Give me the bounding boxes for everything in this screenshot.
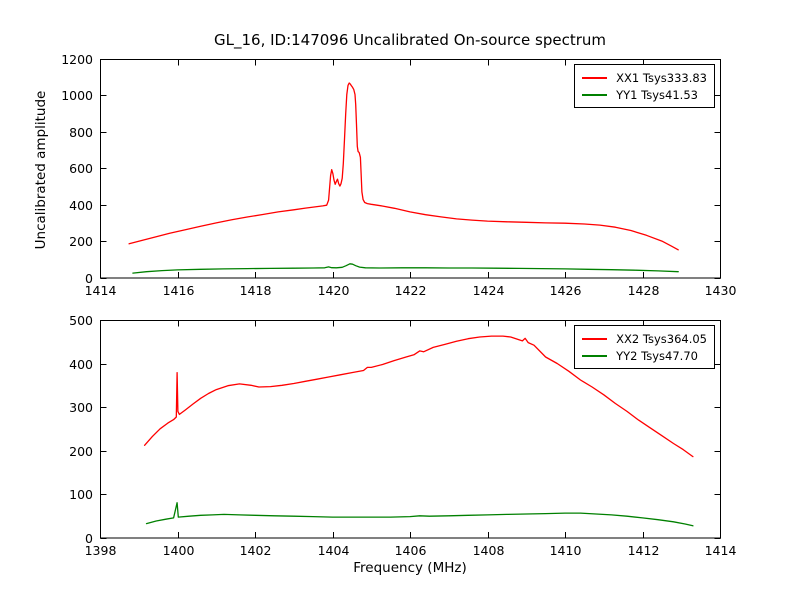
svg-text:1420: 1420 bbox=[318, 283, 350, 298]
svg-text:100: 100 bbox=[69, 487, 93, 502]
svg-text:1402: 1402 bbox=[240, 543, 272, 558]
svg-text:1404: 1404 bbox=[318, 543, 350, 558]
svg-text:200: 200 bbox=[69, 444, 93, 459]
svg-text:1000: 1000 bbox=[61, 88, 93, 103]
figure-title: GL_16, ID:147096 Uncalibrated On-source … bbox=[214, 31, 606, 49]
svg-text:1422: 1422 bbox=[395, 283, 427, 298]
legend-label-xx2: XX2 Tsys364.05 bbox=[616, 331, 707, 346]
svg-text:1200: 1200 bbox=[61, 52, 93, 67]
svg-text:1418: 1418 bbox=[240, 283, 272, 298]
svg-text:1400: 1400 bbox=[163, 543, 195, 558]
legend-line-sample-xx2 bbox=[582, 337, 608, 340]
svg-text:1428: 1428 bbox=[628, 283, 660, 298]
svg-text:1408: 1408 bbox=[473, 543, 505, 558]
svg-text:1414: 1414 bbox=[705, 543, 737, 558]
legend-top-plot: XX1 Tsys333.83 YY1 Tsys41.53 bbox=[574, 64, 715, 108]
svg-text:200: 200 bbox=[69, 234, 93, 249]
svg-text:1430: 1430 bbox=[705, 283, 737, 298]
svg-text:800: 800 bbox=[69, 125, 93, 140]
svg-text:300: 300 bbox=[69, 400, 93, 415]
svg-text:1426: 1426 bbox=[550, 283, 582, 298]
legend-line-sample-xx1 bbox=[582, 76, 608, 79]
svg-text:1412: 1412 bbox=[628, 543, 660, 558]
svg-text:400: 400 bbox=[69, 357, 93, 372]
legend-label-xx1: XX1 Tsys333.83 bbox=[616, 70, 707, 85]
svg-text:0: 0 bbox=[85, 271, 93, 286]
svg-text:400: 400 bbox=[69, 198, 93, 213]
svg-text:1424: 1424 bbox=[473, 283, 505, 298]
legend-entry-yy2: YY2 Tsys47.70 bbox=[582, 347, 707, 364]
svg-text:1398: 1398 bbox=[85, 543, 117, 558]
svg-text:1416: 1416 bbox=[163, 283, 195, 298]
svg-text:1410: 1410 bbox=[550, 543, 582, 558]
legend-label-yy2: YY2 Tsys47.70 bbox=[616, 348, 698, 363]
svg-text:600: 600 bbox=[69, 161, 93, 176]
legend-entry-xx1: XX1 Tsys333.83 bbox=[582, 69, 707, 86]
legend-bottom-plot: XX2 Tsys364.05 YY2 Tsys47.70 bbox=[574, 325, 715, 369]
svg-text:500: 500 bbox=[69, 313, 93, 328]
legend-line-sample-yy2 bbox=[582, 354, 608, 357]
legend-entry-xx2: XX2 Tsys364.05 bbox=[582, 330, 707, 347]
legend-label-yy1: YY1 Tsys41.53 bbox=[616, 87, 698, 102]
legend-entry-yy1: YY1 Tsys41.53 bbox=[582, 86, 707, 103]
svg-text:1406: 1406 bbox=[395, 543, 427, 558]
x-axis-label: Frequency (MHz) bbox=[353, 560, 467, 576]
svg-text:1414: 1414 bbox=[85, 283, 117, 298]
legend-line-sample-yy1 bbox=[582, 93, 608, 96]
svg-text:0: 0 bbox=[85, 531, 93, 546]
